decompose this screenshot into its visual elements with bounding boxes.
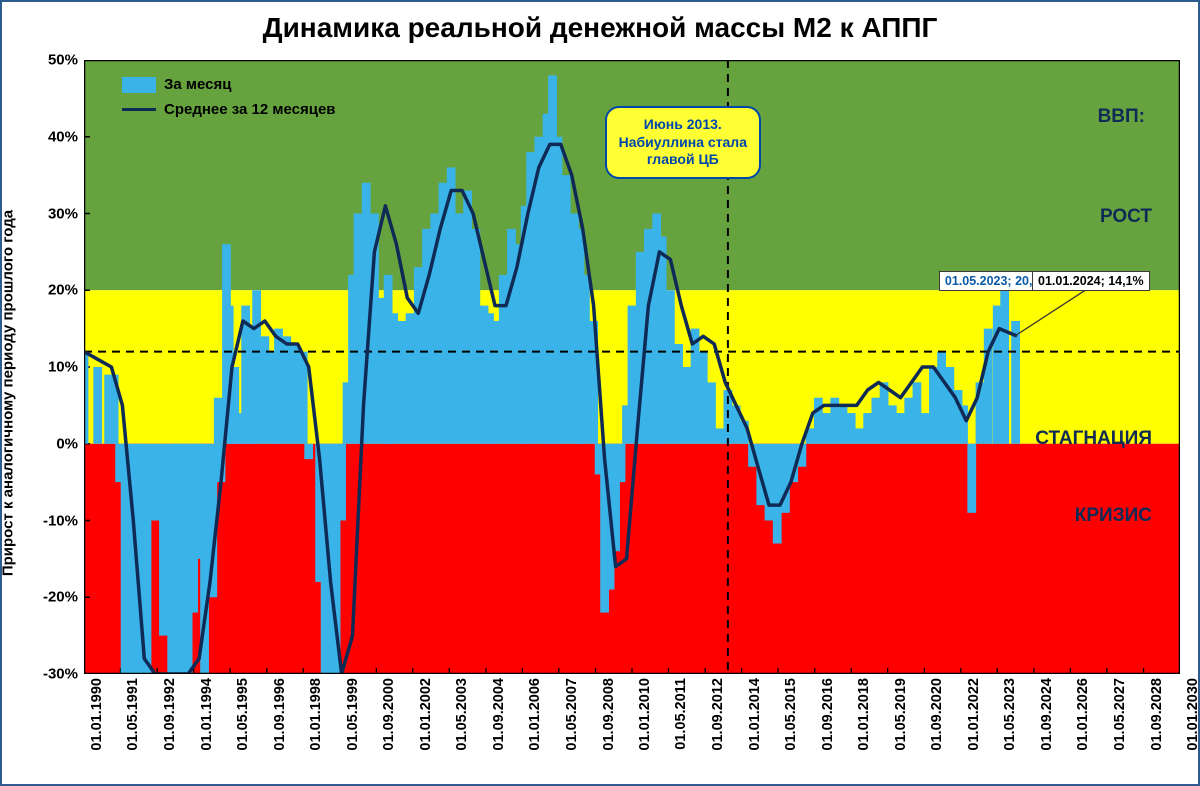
y-tick: 40%: [48, 128, 84, 145]
callout-annotation: Июнь 2013.Набиуллина сталаглавой ЦБ: [605, 106, 761, 179]
y-tick: -30%: [43, 666, 84, 683]
x-ticks-container: 01.01.199001.05.199101.09.199201.01.1994…: [84, 678, 1180, 778]
zone-label: СТАГНАЦИЯ: [1035, 428, 1152, 450]
y-tick: 50%: [48, 52, 84, 69]
line-swatch: [122, 108, 156, 112]
y-axis-label: Прирост к аналогичному периоду прошлого …: [0, 143, 17, 643]
plot-area: -30%-20%-10%0%10%20%30%40%50%ВВП:РОСТСТА…: [84, 60, 1180, 674]
y-tick: 30%: [48, 205, 84, 222]
legend-area-label: За месяц: [164, 76, 231, 93]
legend-area: За месяц: [122, 76, 336, 93]
y-tick: 20%: [48, 282, 84, 299]
legend-line: Среднее за 12 месяцев: [122, 101, 336, 118]
y-tick: 10%: [48, 359, 84, 376]
legend-line-label: Среднее за 12 месяцев: [164, 101, 336, 118]
y-tick: -10%: [43, 512, 84, 529]
area-swatch: [122, 77, 156, 93]
x-tick: 01.01.2030: [1185, 678, 1200, 751]
data-label: 01.01.2024; 14,1%: [1032, 271, 1150, 291]
zone-title: ВВП:: [1098, 106, 1145, 128]
chart-frame: Динамика реальной денежной массы М2 к АП…: [0, 0, 1200, 786]
zone-label: РОСТ: [1100, 206, 1152, 228]
chart-title: Динамика реальной денежной массы М2 к АП…: [2, 2, 1198, 48]
zone-label: КРИЗИС: [1075, 505, 1152, 527]
y-tick: -20%: [43, 589, 84, 606]
y-tick: 0%: [56, 435, 84, 452]
legend: За месяц Среднее за 12 месяцев: [122, 76, 336, 126]
